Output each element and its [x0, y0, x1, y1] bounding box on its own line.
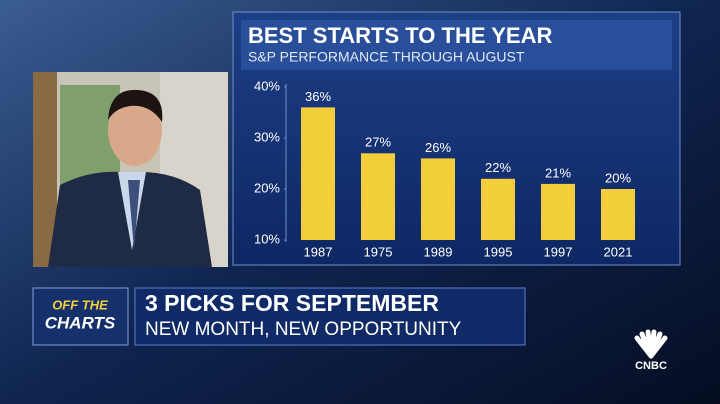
- bar: [421, 158, 455, 240]
- bar: [301, 107, 335, 241]
- data-label: 27%: [365, 135, 391, 150]
- x-tick-label: 2021: [604, 244, 633, 259]
- show-name-line: CHARTS: [45, 313, 116, 332]
- network-name: CNBC: [635, 360, 667, 372]
- x-tick-label: 1975: [364, 244, 393, 259]
- chart-title: BEST STARTS TO THE YEAR: [248, 23, 552, 48]
- show-name-line: OFF THE: [52, 297, 108, 312]
- bar: [481, 178, 515, 240]
- x-tick-label: 1987: [304, 244, 333, 259]
- studio-video: [33, 72, 228, 267]
- x-tick-label: 1995: [484, 244, 513, 259]
- lower-third: OFF THE CHARTS 3 PICKS FOR SEPTEMBER NEW…: [32, 287, 526, 346]
- plot: 10% 20% 30% 40% 1987 36% 1975 27% 1989 26% 1995 22%…: [254, 78, 635, 259]
- chart-header: [241, 20, 672, 70]
- data-label: 26%: [425, 140, 451, 155]
- y-tick-label: 20%: [254, 180, 280, 195]
- bar: [541, 183, 575, 240]
- x-tick-label: 1989: [424, 244, 453, 259]
- bar: [601, 189, 635, 240]
- data-label: 22%: [485, 160, 511, 175]
- data-label: 36%: [305, 89, 331, 104]
- x-tick-label: 1997: [544, 244, 573, 259]
- headline: 3 PICKS FOR SEPTEMBER: [145, 290, 439, 316]
- bar: [361, 153, 395, 240]
- subhead: NEW MONTH, NEW OPPORTUNITY: [145, 319, 462, 340]
- chart-subtitle: S&P PERFORMANCE THROUGH AUGUST: [248, 49, 525, 65]
- data-label: 20%: [605, 170, 631, 185]
- data-label: 21%: [545, 165, 571, 180]
- network-logo: CNBC: [634, 329, 668, 372]
- y-tick-label: 40%: [254, 78, 280, 93]
- y-tick-label: 30%: [254, 129, 280, 144]
- y-tick-label: 10%: [254, 231, 280, 246]
